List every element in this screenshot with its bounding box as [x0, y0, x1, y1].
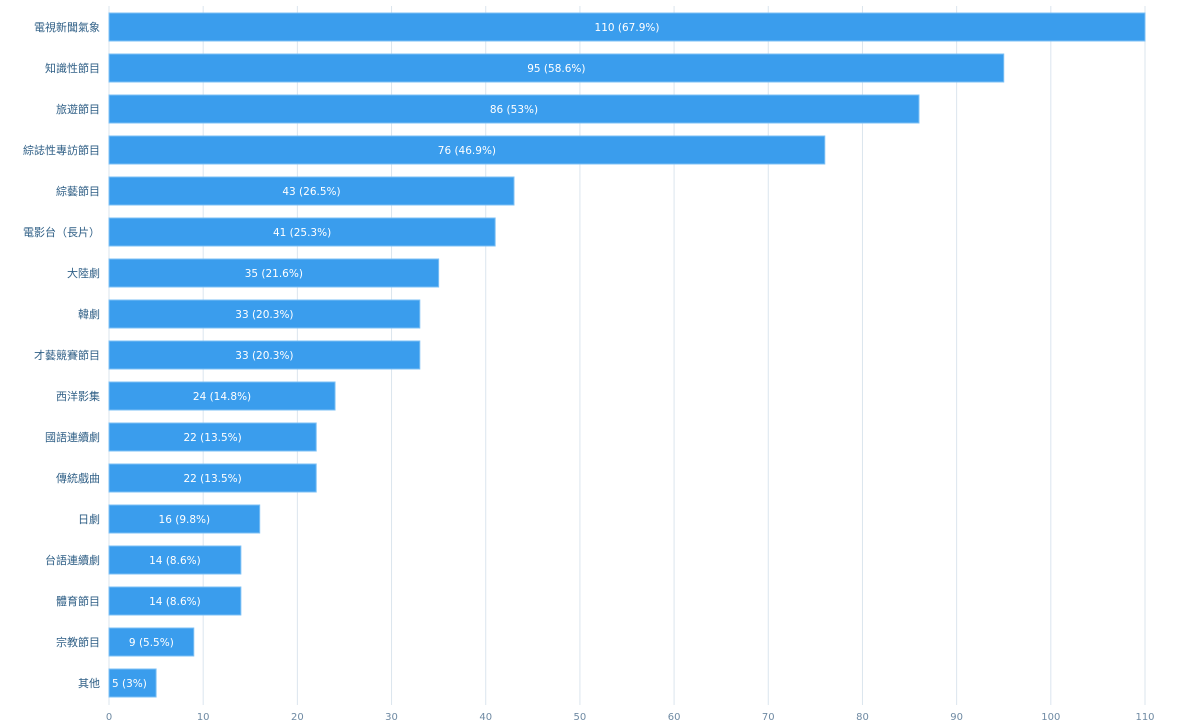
bar-value-label: 76 (46.9%): [438, 145, 496, 157]
category-label: 電影台（長片）: [23, 225, 100, 239]
category-label: 綜藝節目: [56, 184, 100, 198]
category-label: 韓劇: [78, 307, 100, 321]
bar-layer: 110 (67.9%) 95 (58.6%) 86 (53%) 76 (46.9%) 4…: [108, 12, 1146, 698]
category-label: 旅遊節目: [56, 102, 100, 116]
category-label: 日劇: [78, 512, 100, 526]
bar[interactable]: [108, 422, 317, 452]
x-tick-label: 90: [950, 712, 963, 723]
bar[interactable]: [108, 504, 261, 534]
bar[interactable]: [108, 463, 317, 493]
x-tick-label: 110: [1135, 712, 1154, 723]
bar-value-label: 86 (53%): [490, 104, 538, 116]
bar-value-label: 5 (3%): [112, 678, 147, 690]
bar-value-label: 95 (58.6%): [527, 63, 585, 75]
bar[interactable]: [108, 586, 242, 616]
x-tick-label: 30: [385, 712, 398, 723]
x-tick-layer: 0 10 20 30 40 50 60 70 80 90 100 110: [106, 712, 1155, 723]
bar-value-label: 22 (13.5%): [183, 473, 241, 485]
category-label: 國語連續劇: [45, 430, 100, 444]
category-label: 才藝競賽節目: [34, 348, 100, 362]
bar[interactable]: [108, 340, 421, 370]
category-label: 大陸劇: [67, 266, 100, 280]
bar-value-label: 14 (8.6%): [149, 596, 201, 608]
bar[interactable]: [108, 12, 1146, 42]
bar-value-label: 22 (13.5%): [183, 432, 241, 444]
category-label: 傳統戲曲: [56, 471, 100, 485]
x-tick-label: 10: [197, 712, 210, 723]
x-tick-label: 40: [479, 712, 492, 723]
bar-value-label: 35 (21.6%): [245, 268, 303, 280]
category-label: 電視新聞氣象: [34, 20, 100, 34]
bar-value-label: 33 (20.3%): [235, 350, 293, 362]
bar-value-label: 33 (20.3%): [235, 309, 293, 321]
bar[interactable]: [108, 135, 826, 165]
x-tick-label: 60: [668, 712, 681, 723]
category-label: 綜誌性專訪節目: [23, 143, 100, 157]
bar-value-label: 110 (67.9%): [595, 22, 660, 34]
category-label: 宗教節目: [56, 635, 100, 649]
bar-value-label: 16 (9.8%): [159, 514, 211, 526]
bar[interactable]: [108, 94, 920, 124]
bar-value-label: 14 (8.6%): [149, 555, 201, 567]
x-tick-label: 70: [762, 712, 775, 723]
category-label: 知識性節目: [45, 61, 100, 75]
bar-value-label: 43 (26.5%): [282, 186, 340, 198]
bar[interactable]: [108, 545, 242, 575]
bar-value-label: 41 (25.3%): [273, 227, 331, 239]
x-tick-label: 0: [106, 712, 112, 723]
bar[interactable]: [108, 668, 157, 698]
category-label: 西洋影集: [56, 389, 100, 403]
bar-value-label: 24 (14.8%): [193, 391, 251, 403]
bar[interactable]: [108, 176, 515, 206]
bar[interactable]: [108, 627, 195, 657]
bar[interactable]: [108, 299, 421, 329]
category-label: 體育節目: [56, 594, 100, 608]
bar[interactable]: [108, 258, 440, 288]
bar[interactable]: [108, 217, 496, 247]
category-label: 台語連續劇: [45, 553, 100, 567]
bar[interactable]: [108, 53, 1005, 83]
category-label: 其他: [78, 677, 100, 690]
x-tick-label: 100: [1041, 712, 1060, 723]
x-tick-label: 20: [291, 712, 304, 723]
bar[interactable]: [108, 381, 336, 411]
bar-value-label: 9 (5.5%): [129, 637, 174, 649]
x-tick-label: 50: [574, 712, 587, 723]
x-tick-label: 80: [856, 712, 869, 723]
